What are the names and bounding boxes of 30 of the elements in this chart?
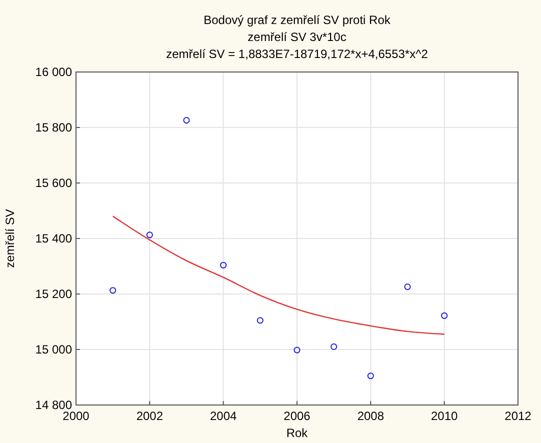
point: [294, 346, 300, 354]
point: [110, 287, 116, 294]
point: [220, 262, 227, 268]
line-series: [112, 216, 445, 335]
x-tick-label: 2006: [284, 409, 311, 423]
y-tick-label: 15 400: [35, 232, 72, 246]
y-tick-label: 15 200: [35, 287, 72, 301]
x-axis-title: Rok: [286, 426, 309, 440]
x-tick-label: 2002: [136, 409, 164, 423]
point: [441, 312, 448, 319]
point: [330, 343, 338, 350]
point: [146, 232, 153, 238]
point: [367, 372, 374, 380]
x-tick-label: 2010: [430, 409, 458, 423]
y-axis-title: zemřelí SV: [3, 209, 17, 268]
x-tick-label: 2004: [210, 409, 238, 423]
point: [256, 317, 264, 324]
x-tick-label: 2008: [357, 409, 384, 423]
text: zemřelí SV = 1,8833E7-18719,172*x+4,6553*x^2: [166, 47, 428, 61]
point: [183, 116, 190, 124]
x-tick-label: 2012: [504, 409, 532, 423]
y-tick-label: 15 800: [35, 120, 72, 134]
x-tick-label: 2000: [62, 409, 90, 423]
chart-title: Bodový graf z zemřelí SV proti Rok: [204, 13, 392, 27]
y-tick-label: 15 600: [35, 176, 72, 190]
y-tick-label: 15 000: [35, 342, 72, 356]
y-tick-label: 14 800: [35, 398, 72, 412]
chart-subtitle: zemřelí SV 3v*10c: [248, 30, 346, 44]
point: [404, 283, 411, 290]
y-tick-label: 16 000: [35, 65, 72, 79]
